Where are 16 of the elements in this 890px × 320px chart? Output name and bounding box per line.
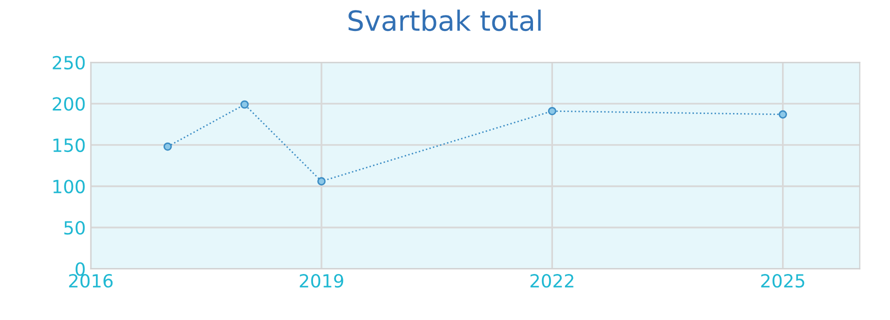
y-tick-label: 0 (76, 262, 85, 276)
point (548, 106, 556, 116)
x-tick-label: 2016 (69, 274, 113, 288)
chart-title: Svartbak total (348, 10, 541, 32)
y-tick-label: 250 (52, 56, 85, 70)
point (240, 100, 249, 109)
y-tick-label: 150 (53, 138, 85, 152)
point (164, 142, 172, 151)
point (317, 177, 326, 186)
point (778, 110, 788, 119)
y-tick-label: 100 (53, 180, 85, 194)
x-tick-label: 2022 (530, 274, 574, 288)
y-tick-label: 200 (52, 97, 85, 111)
x-tick-label: 2025 (761, 274, 804, 288)
y-tick-label: 50 (64, 220, 85, 235)
x-tick-label: 2019 (300, 274, 344, 288)
